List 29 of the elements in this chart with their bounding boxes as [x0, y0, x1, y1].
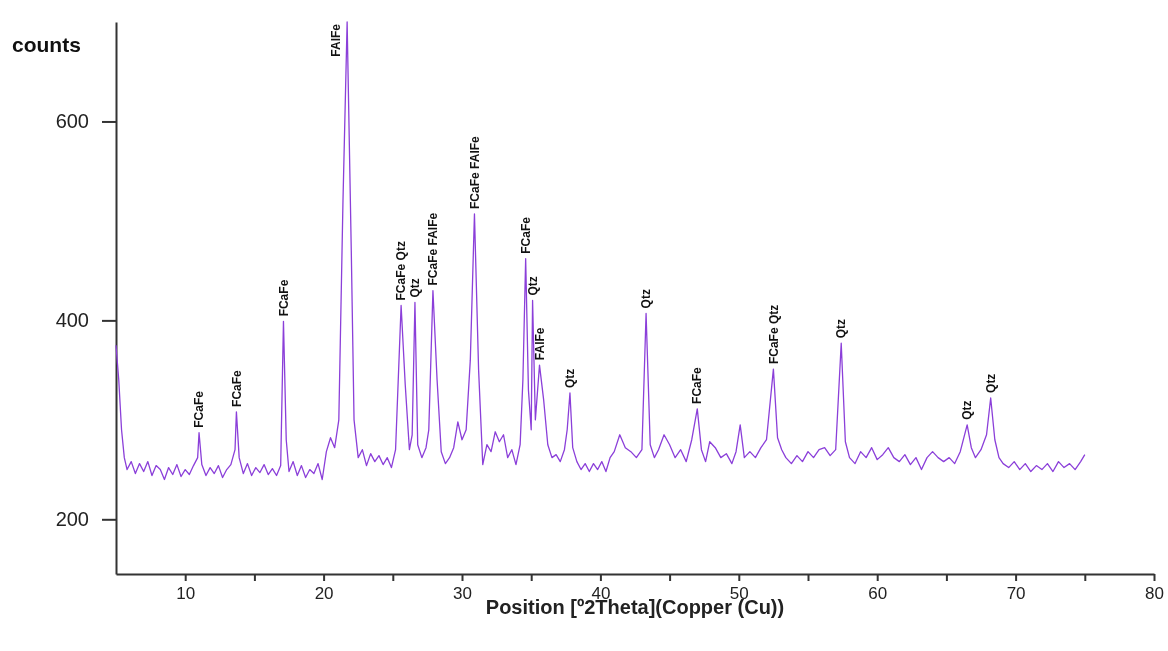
annotation: FCaFe FAlFe: [426, 212, 441, 286]
annotation: FCaFe: [192, 390, 207, 428]
x-tick-label: 30: [453, 584, 472, 604]
x-tick-label: 80: [1145, 584, 1164, 604]
y-tick-label: 400: [55, 309, 89, 332]
annotation: FCaFe Qtz: [766, 304, 781, 365]
annotation: Qtz: [834, 318, 849, 339]
x-tick-label: 60: [868, 584, 888, 604]
annotation: Qtz: [960, 400, 975, 420]
annotation: Qtz: [563, 368, 578, 388]
annotation: FAlFe: [532, 327, 547, 361]
x-tick-label: 20: [314, 584, 334, 604]
line-series: [115, 21, 1086, 481]
y-tick-label: 200: [55, 508, 89, 531]
annotation: Qtz: [408, 278, 423, 298]
annotation: FCaFe: [518, 216, 533, 254]
y-axis-title: counts: [12, 33, 81, 56]
annotation: Qtz: [983, 373, 998, 393]
annotation: FCaFe Qtz: [394, 241, 409, 301]
x-tick-label: 10: [176, 584, 196, 604]
annotation: Qtz: [525, 276, 540, 296]
annotation: FCaFe: [276, 279, 291, 317]
y-tick-label: 600: [55, 110, 89, 133]
annotation: FCaFe: [690, 366, 705, 404]
annotation: FCaFe: [229, 369, 244, 407]
x-tick-label: 70: [1006, 584, 1026, 604]
annotation: FCaFe FAlFe: [467, 135, 482, 209]
annotation: Qtz: [639, 289, 654, 309]
annotation: FAlFe: [329, 23, 344, 57]
